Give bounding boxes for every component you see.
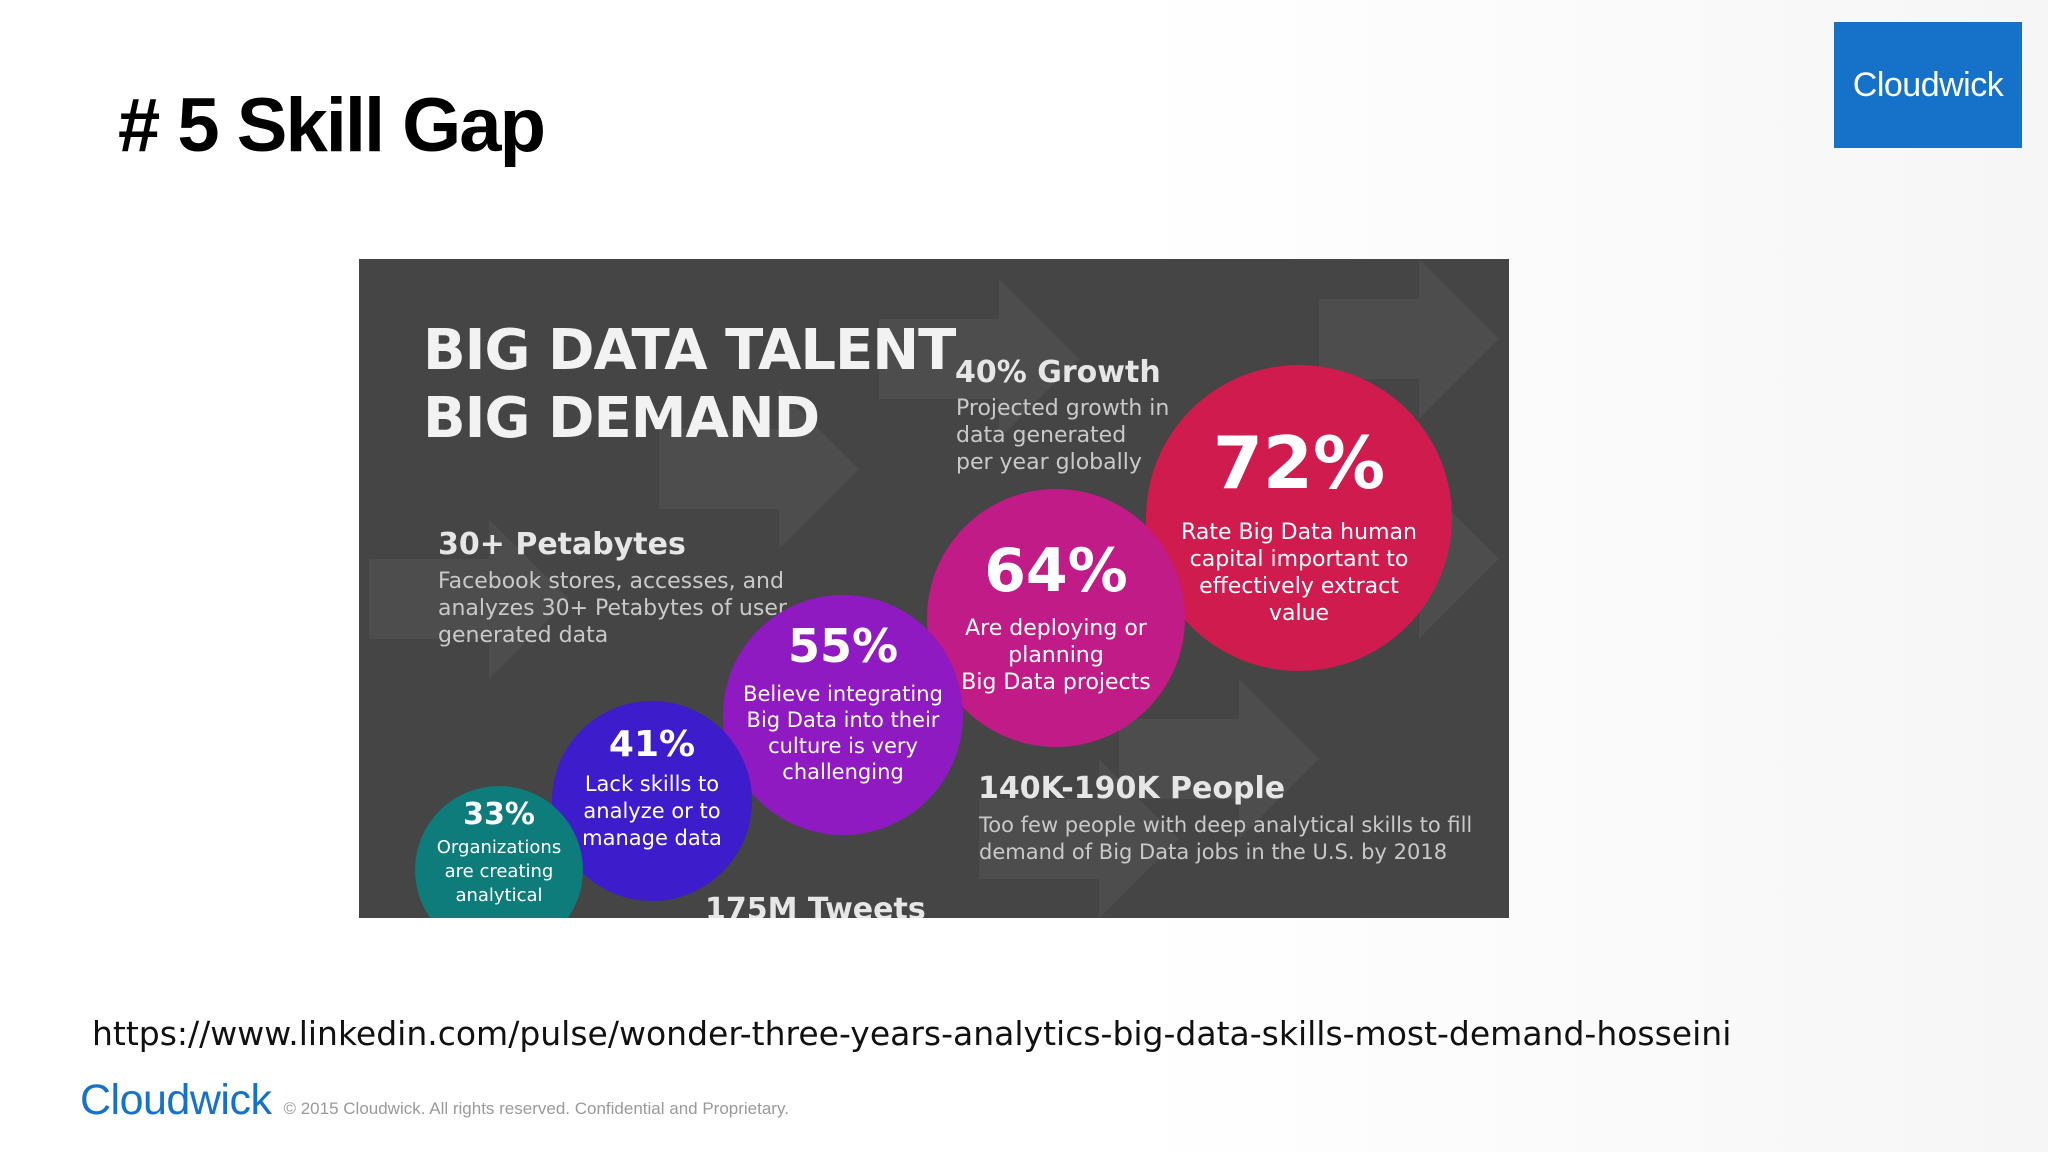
- petabytes-line-1: Facebook stores, accesses, and: [438, 569, 784, 594]
- footer-copyright: © 2015 Cloudwick. All rights reserved. C…: [283, 1099, 789, 1118]
- circle-64-description: Are deploying or planning Big Data proje…: [961, 616, 1151, 695]
- stat-circle-33: 33% Organizations are creating analytica…: [415, 786, 583, 918]
- heading-line-2: BIG DEMAND: [423, 386, 820, 451]
- circle-72-description: Rate Big Data human capital important to…: [1181, 520, 1417, 626]
- people-line-1: Too few people with deep analytical skil…: [979, 813, 1473, 837]
- circle-33-description: Organizations are creating analytical: [436, 837, 562, 906]
- growth-line-1: Projected growth in: [956, 396, 1170, 421]
- petabytes-description: Facebook stores, accesses, and analyzes …: [438, 568, 787, 649]
- circle-41-percent: 41%: [608, 724, 696, 765]
- tweets-headline-partial: 175M Tweets: [705, 892, 926, 919]
- circle-55-description: Believe integrating Big Data into their …: [743, 682, 943, 784]
- stat-circle-55: 55% Believe integrating Big Data into th…: [723, 595, 963, 835]
- logo-text: Cloudwick: [1852, 65, 2004, 104]
- circle-33-percent: 33%: [463, 797, 535, 832]
- footer-brand-logo: Cloudwick: [80, 1076, 272, 1124]
- growth-line-3: per year globally: [956, 450, 1142, 475]
- people-description: Too few people with deep analytical skil…: [979, 812, 1472, 866]
- stat-circle-64: 64% Are deploying or planning Big Data p…: [927, 489, 1185, 747]
- circle-64-percent: 64%: [984, 536, 1128, 606]
- growth-line-2: data generated: [956, 423, 1127, 448]
- petabytes-line-3: generated data: [438, 623, 609, 648]
- people-headline: 140K-190K People: [978, 771, 1286, 806]
- petabytes-line-2: analyzes 30+ Petabytes of user: [438, 596, 787, 621]
- cloudwick-logo: Cloudwick: [1834, 22, 2022, 148]
- source-url: https://www.linkedin.com/pulse/wonder-th…: [92, 1014, 1732, 1053]
- growth-headline: 40% Growth: [955, 355, 1161, 390]
- growth-description: Projected growth in data generated per y…: [956, 395, 1169, 476]
- circle-41-description: Lack skills to analyze or to manage data: [582, 772, 722, 850]
- circle-72-percent: 72%: [1212, 421, 1386, 505]
- infographic-heading: BIG DATA TALENT BIG DEMAND: [423, 317, 956, 453]
- people-line-2: demand of Big Data jobs in the U.S. by 2…: [979, 840, 1448, 864]
- big-data-infographic: BIG DATA TALENT BIG DEMAND 40% Growth Pr…: [359, 259, 1509, 918]
- heading-line-1: BIG DATA TALENT: [423, 318, 956, 383]
- petabytes-headline: 30+ Petabytes: [438, 527, 686, 562]
- slide-footer: Cloudwick © 2015 Cloudwick. All rights r…: [80, 1076, 789, 1125]
- slide-title: # 5 Skill Gap: [118, 83, 546, 168]
- stat-circle-72: 72% Rate Big Data human capital importan…: [1146, 365, 1452, 671]
- circle-55-percent: 55%: [787, 619, 899, 673]
- stat-circle-41: 41% Lack skills to analyze or to manage …: [552, 701, 752, 901]
